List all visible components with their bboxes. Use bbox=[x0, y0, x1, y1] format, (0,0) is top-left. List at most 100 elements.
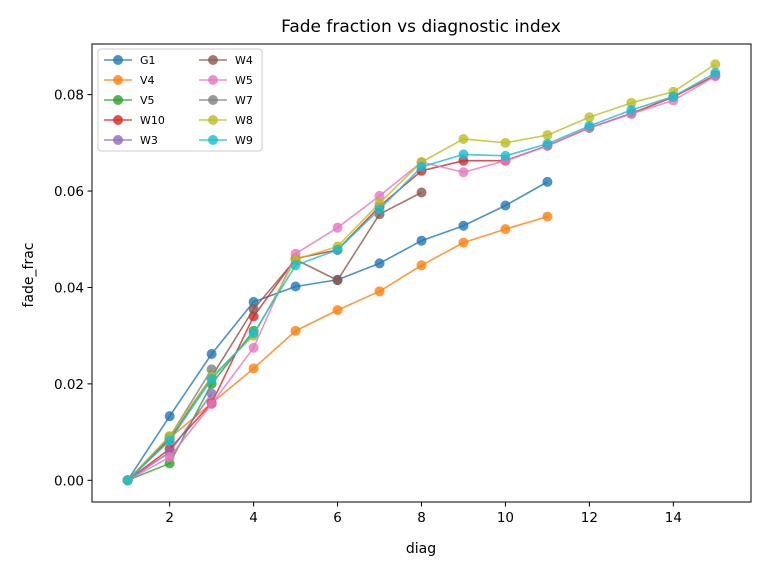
data-point bbox=[416, 260, 427, 271]
legend-marker bbox=[113, 75, 123, 85]
data-point bbox=[500, 200, 511, 211]
series-layer bbox=[122, 59, 721, 486]
legend-entry-v4: V4 bbox=[104, 74, 155, 87]
legend-entry-w7: W7 bbox=[199, 94, 253, 107]
legend-label: W7 bbox=[235, 94, 253, 107]
legend-marker bbox=[113, 55, 123, 65]
y-axis-label: fade_frac bbox=[21, 243, 37, 308]
legend-marker bbox=[113, 135, 123, 145]
data-point bbox=[248, 328, 259, 339]
legend-label: W10 bbox=[140, 114, 165, 127]
y-tick-label: 0.02 bbox=[54, 377, 84, 393]
legend-label: W5 bbox=[235, 74, 253, 87]
legend-entry-g1: G1 bbox=[104, 54, 156, 67]
legend-entry-v5: V5 bbox=[104, 94, 155, 107]
chart-title: Fade fraction vs diagnostic index bbox=[281, 17, 561, 37]
legend-label: W3 bbox=[140, 134, 158, 147]
data-point bbox=[290, 325, 301, 336]
legend-box bbox=[97, 48, 263, 152]
legend-marker bbox=[208, 95, 218, 105]
x-tick-label: 10 bbox=[497, 510, 514, 526]
data-point bbox=[668, 91, 679, 102]
data-point bbox=[206, 348, 217, 359]
data-point bbox=[542, 138, 553, 149]
data-point bbox=[332, 275, 343, 286]
x-tick-label: 12 bbox=[581, 510, 598, 526]
data-point bbox=[122, 475, 133, 486]
data-point bbox=[458, 167, 469, 178]
data-point bbox=[206, 399, 217, 410]
data-point bbox=[206, 364, 217, 375]
x-tick-label: 8 bbox=[417, 510, 426, 526]
x-tick-label: 14 bbox=[665, 510, 682, 526]
data-point bbox=[248, 296, 259, 307]
data-point bbox=[626, 105, 637, 116]
data-point bbox=[290, 281, 301, 292]
data-point bbox=[374, 258, 385, 269]
data-point bbox=[584, 120, 595, 131]
data-point bbox=[584, 112, 595, 123]
y-tick-label: 0.08 bbox=[54, 88, 84, 104]
legend-label: W4 bbox=[235, 54, 253, 67]
data-point bbox=[542, 176, 553, 187]
legend-label: V4 bbox=[140, 74, 155, 87]
data-point bbox=[626, 97, 637, 108]
data-point bbox=[374, 286, 385, 297]
legend-marker bbox=[113, 115, 123, 125]
data-point bbox=[458, 220, 469, 231]
data-point bbox=[416, 161, 427, 172]
x-tick-label: 4 bbox=[249, 510, 258, 526]
legend-entry-w5: W5 bbox=[199, 74, 253, 87]
legend-entry-w3: W3 bbox=[104, 134, 158, 147]
legend: G1 V4 V5 W10 W3 W4 W5 W7 W8 W9 bbox=[97, 48, 263, 152]
data-point bbox=[290, 260, 301, 271]
data-point bbox=[500, 137, 511, 148]
x-tick-label: 2 bbox=[165, 510, 174, 526]
data-point bbox=[500, 224, 511, 235]
legend-entry-w10: W10 bbox=[104, 114, 165, 127]
x-axis-label: diag bbox=[406, 541, 436, 557]
legend-label: V5 bbox=[140, 94, 155, 107]
data-point bbox=[164, 411, 175, 422]
series-w9 bbox=[122, 67, 721, 486]
legend-entry-w4: W4 bbox=[199, 54, 253, 67]
data-point bbox=[542, 211, 553, 222]
data-point bbox=[206, 374, 217, 385]
x-tick-label: 6 bbox=[333, 510, 342, 526]
legend-label: W9 bbox=[235, 134, 253, 147]
data-point bbox=[248, 342, 259, 353]
legend-marker bbox=[208, 55, 218, 65]
data-point bbox=[458, 149, 469, 160]
legend-marker bbox=[208, 115, 218, 125]
y-tick-label: 0.06 bbox=[54, 184, 84, 200]
legend-entry-w8: W8 bbox=[199, 114, 253, 127]
data-point bbox=[332, 305, 343, 316]
y-tick-label: 0.00 bbox=[54, 473, 84, 489]
data-point bbox=[710, 67, 721, 78]
data-point bbox=[332, 244, 343, 255]
data-point bbox=[710, 59, 721, 70]
legend-label: G1 bbox=[140, 54, 156, 67]
data-point bbox=[458, 133, 469, 144]
legend-entry-w9: W9 bbox=[199, 134, 253, 147]
data-point bbox=[542, 130, 553, 141]
legend-marker bbox=[208, 75, 218, 85]
data-point bbox=[374, 190, 385, 201]
data-point bbox=[416, 235, 427, 246]
data-point bbox=[248, 363, 259, 374]
axes-layer: 2 4 6 8 10 12 14 0.00 0.02 0.04 0.06 0.08 bbox=[54, 43, 752, 526]
legend-marker bbox=[208, 135, 218, 145]
data-point bbox=[332, 222, 343, 233]
data-point bbox=[416, 187, 427, 198]
data-point bbox=[164, 435, 175, 446]
series-line-w4 bbox=[127, 191, 422, 481]
data-point bbox=[458, 237, 469, 248]
data-point bbox=[206, 388, 217, 399]
data-point bbox=[248, 304, 259, 315]
legend-label: W8 bbox=[235, 114, 253, 127]
y-tick-label: 0.04 bbox=[54, 280, 84, 296]
data-point bbox=[500, 150, 511, 161]
legend-marker bbox=[113, 95, 123, 105]
data-point bbox=[164, 452, 175, 463]
